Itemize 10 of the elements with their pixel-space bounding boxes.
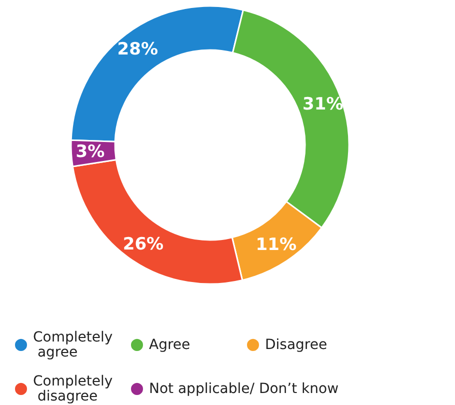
data-label: 28% [117, 39, 158, 60]
data-label: 26% [122, 234, 164, 255]
legend-label: Not applicable/ Don’t know [149, 381, 339, 397]
data-label: 3% [76, 142, 105, 162]
data-label: 11% [256, 235, 297, 256]
legend-label: Completely agree [33, 330, 113, 360]
data-label: 31% [302, 94, 344, 114]
legend-label: Completely disagree [33, 374, 113, 404]
legend-label: Disagree [265, 337, 328, 353]
legend-label: Agree [149, 337, 190, 353]
